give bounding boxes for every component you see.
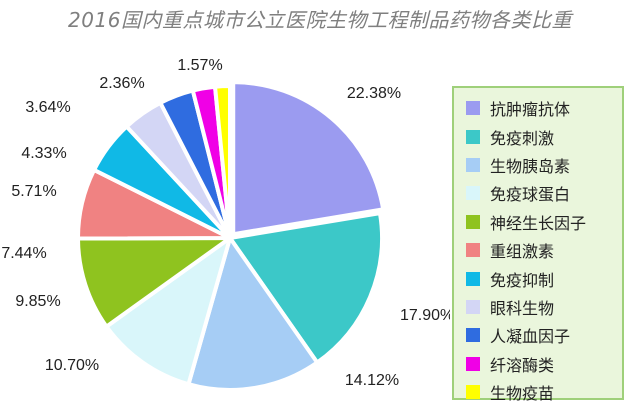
slice-label-8: 4.33%	[21, 145, 66, 162]
legend-swatch	[466, 157, 480, 172]
legend-label: 生物疫苗	[490, 384, 555, 404]
pie-slice-1	[231, 80, 386, 237]
legend-item-7: 免疫抑制	[466, 264, 622, 292]
legend-swatch	[466, 129, 480, 144]
legend-item-5: 神经生长因子	[466, 208, 622, 236]
legend-label: 抗肿瘤抗体	[490, 100, 571, 120]
legend-label: 免疫抑制	[490, 270, 555, 290]
slice-label-9: 3.64%	[25, 99, 70, 116]
legend-item-9: 人凝血因子	[466, 321, 622, 349]
legend-item-11: 生物疫苗	[466, 378, 622, 406]
slice-label-4: 10.70%	[45, 357, 99, 374]
pie-slice-4	[103, 233, 234, 387]
slice-label-1: 22.38%	[347, 85, 401, 102]
legend-item-1: 抗肿瘤抗体	[466, 94, 622, 122]
legend-swatch	[466, 214, 480, 229]
legend-swatch	[466, 299, 480, 314]
legend-item-10: 纤溶酶类	[466, 350, 622, 378]
pie-chart: 22.38% 17.90% 14.12% 10.70% 9.85% 7.44% 5.71% 4…	[1, 57, 450, 392]
legend-swatch	[466, 243, 480, 258]
legend-swatch	[466, 271, 480, 286]
legend-label: 免疫球蛋白	[490, 185, 571, 205]
legend-label: 纤溶酶类	[490, 355, 555, 375]
legend-label: 眼科生物	[490, 298, 555, 318]
legend-swatch	[466, 101, 480, 116]
chart-legend: 抗肿瘤抗体免疫刺激生物胰岛素免疫球蛋白神经生长因子 重组激素免疫抑制眼科生物人凝血…	[452, 86, 624, 403]
slice-label-5: 9.85%	[15, 293, 60, 310]
legend-swatch	[466, 186, 480, 201]
pie-slice-5	[75, 235, 237, 330]
legend-item-4: 免疫球蛋白	[466, 179, 622, 207]
chart-title: 2016国内重点城市公立医院生物工程制品药物各类比重	[68, 8, 572, 32]
slice-label-6: 7.44%	[1, 245, 46, 262]
slice-label-3: 14.12%	[345, 372, 399, 389]
legend-item-8: 眼科生物	[466, 293, 622, 321]
legend-item-3: 生物胰岛素	[466, 151, 622, 179]
legend-label: 神经生长因子	[490, 213, 587, 233]
legend-label: 重组激素	[490, 242, 555, 262]
slice-label-10: 2.36%	[99, 75, 144, 92]
legend-label: 人凝血因子	[490, 327, 571, 347]
slice-label-2: 17.90%	[400, 307, 450, 324]
legend-item-2: 免疫刺激	[466, 122, 622, 150]
pie-slice-11	[212, 83, 232, 239]
pie-slice-2	[226, 210, 384, 366]
legend-swatch	[466, 385, 480, 400]
legend-label: 生物胰岛素	[490, 156, 571, 176]
legend-label: 免疫刺激	[490, 128, 555, 148]
legend-item-6: 重组激素	[466, 236, 622, 264]
slice-label-11: 1.57%	[177, 57, 222, 74]
legend-swatch	[466, 356, 480, 371]
legend-swatch	[466, 328, 480, 343]
slice-label-7: 5.71%	[11, 183, 56, 200]
